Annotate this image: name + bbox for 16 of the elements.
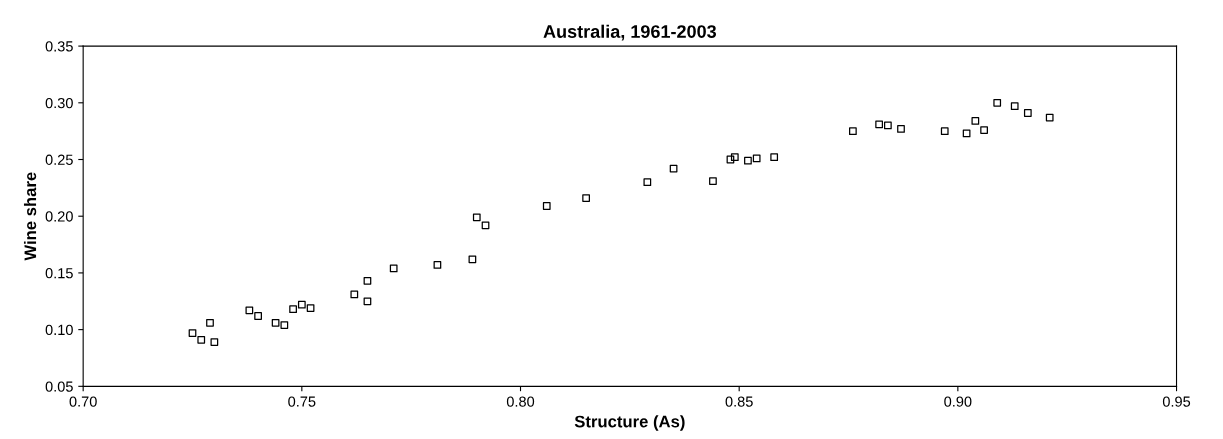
- x-tick-label: 0.85: [725, 396, 753, 407]
- y-tick-label: 0.05: [45, 381, 73, 392]
- y-tick-label: 0.25: [45, 154, 73, 165]
- x-tick-label: 0.70: [69, 396, 97, 407]
- y-tick-label: 0.30: [45, 97, 73, 109]
- x-axis-title: Structure (As): [574, 415, 685, 431]
- y-tick-label: 0.35: [45, 41, 73, 52]
- y-axis-title: Wine share: [23, 172, 37, 261]
- x-tick-label: 0.95: [1162, 396, 1191, 407]
- x-tick-label: 0.90: [944, 396, 972, 407]
- y-tick-label: 0.10: [45, 324, 73, 336]
- chart-title: Australia, 1961-2003: [543, 24, 717, 41]
- y-tick-label: 0.15: [45, 268, 73, 279]
- x-tick-label: 0.75: [288, 396, 316, 407]
- y-tick-label: 0.20: [45, 211, 73, 222]
- x-tick-label: 0.80: [506, 396, 535, 407]
